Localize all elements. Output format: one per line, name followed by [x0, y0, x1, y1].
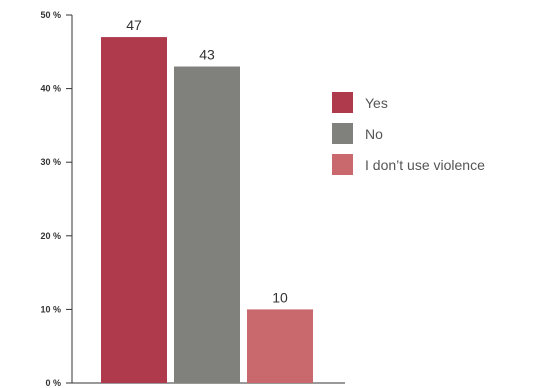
y-tick-label: 30 % [40, 157, 61, 167]
legend-swatch [332, 92, 353, 113]
bar [101, 37, 167, 383]
y-tick-label: 40 % [40, 84, 61, 94]
legend-swatch [332, 123, 353, 144]
bar-value-label: 43 [199, 47, 215, 63]
legend-label: No [365, 126, 383, 142]
legend-label: Yes [365, 95, 388, 111]
bar [174, 66, 240, 384]
legend-label: I don’t use violence [365, 157, 485, 173]
y-tick-label: 10 % [40, 304, 61, 314]
bar-value-label: 47 [126, 17, 142, 33]
legend-swatch [332, 154, 353, 175]
bar-value-label: 10 [272, 289, 288, 305]
y-tick-label: 50 % [40, 10, 61, 20]
y-tick-label: 0 % [45, 378, 61, 388]
bar [247, 309, 313, 383]
y-tick-label: 20 % [40, 231, 61, 241]
